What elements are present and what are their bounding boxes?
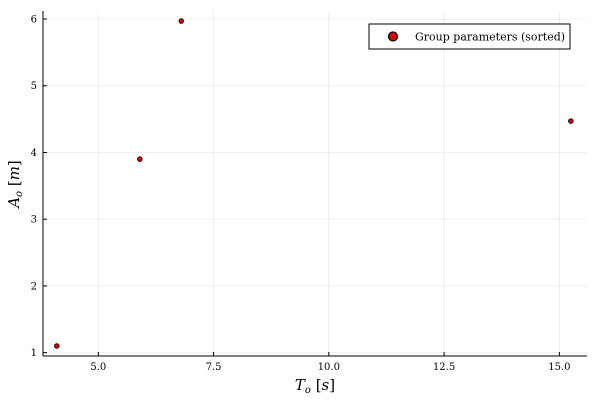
legend-marker [387, 31, 399, 42]
y-tick-label: 6 [31, 15, 37, 26]
y-axis-label: Ao [m] [5, 160, 25, 210]
data-point [54, 343, 60, 349]
data-points [54, 18, 574, 349]
axes [42, 11, 587, 357]
y-tick-label: 1 [31, 348, 37, 359]
x-tick-label: 7.5 [206, 362, 222, 373]
data-point [568, 118, 574, 124]
data-point [137, 156, 143, 162]
legend: Group parameters (sorted) [368, 23, 571, 50]
grid [43, 11, 587, 356]
data-point [178, 18, 185, 24]
x-tick-label: 12.5 [433, 362, 455, 373]
y-tick-label: 3 [31, 215, 37, 226]
y-tick-label: 5 [31, 81, 37, 92]
x-tick-label: 15.0 [548, 362, 570, 373]
y-tick-label: 2 [31, 281, 37, 292]
x-axis-label: To [s] [295, 376, 335, 396]
legend-box [368, 23, 571, 50]
ticks: 5.0 7.5 10.0 12.5 15.0 1 2 3 4 5 6 [31, 15, 571, 373]
x-tick-label: 10.0 [318, 362, 340, 373]
legend-entry-label: Group parameters (sorted) [415, 31, 565, 44]
x-tick-label: 5.0 [90, 362, 106, 373]
y-tick-label: 4 [31, 148, 37, 159]
